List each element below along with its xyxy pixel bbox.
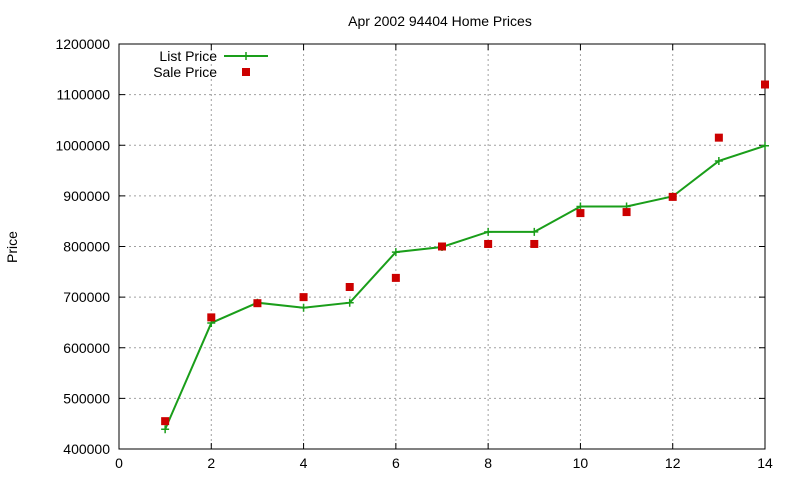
list-price-point bbox=[161, 425, 170, 434]
chart-title: Apr 2002 94404 Home Prices bbox=[348, 13, 532, 29]
legend-label: List Price bbox=[159, 48, 217, 64]
sale-price-point bbox=[761, 80, 769, 89]
sale-price-point bbox=[299, 293, 308, 302]
list-price-point bbox=[345, 298, 354, 307]
y-tick-label: 800000 bbox=[63, 239, 110, 255]
x-tick-label: 6 bbox=[392, 455, 400, 471]
y-tick-label: 1000000 bbox=[55, 137, 110, 153]
list-price-point bbox=[484, 227, 493, 236]
x-tick-label: 2 bbox=[207, 455, 215, 471]
list-price-point bbox=[530, 227, 539, 236]
list-price-point bbox=[299, 303, 308, 312]
legend-label: Sale Price bbox=[153, 64, 217, 80]
sale-price-point bbox=[345, 283, 354, 291]
list-price-point bbox=[714, 156, 723, 165]
sale-price-point bbox=[438, 242, 446, 251]
series-sale-price bbox=[161, 80, 769, 426]
y-tick-label: 700000 bbox=[63, 289, 110, 305]
x-tick-label: 14 bbox=[757, 455, 773, 471]
y-tick-label: 1200000 bbox=[55, 36, 110, 52]
y-tick-label: 500000 bbox=[63, 390, 110, 406]
y-tick-label: 1100000 bbox=[57, 87, 111, 103]
axes: 0 2 4 6 8 10 12 14 400000 500000 600000 700000 80000… bbox=[55, 36, 773, 471]
x-tick-label: 10 bbox=[573, 455, 589, 471]
sale-price-point bbox=[484, 239, 493, 248]
list-price-line bbox=[164, 144, 766, 430]
list-price-point bbox=[761, 141, 769, 150]
x-tick-label: 4 bbox=[300, 455, 308, 471]
legend-marker-square bbox=[242, 68, 250, 76]
sale-price-point bbox=[207, 313, 216, 322]
sale-price-point bbox=[668, 192, 677, 201]
x-tick-label: 12 bbox=[665, 455, 681, 471]
plot-area bbox=[161, 80, 769, 434]
y-tick-label: 400000 bbox=[63, 441, 110, 457]
y-tick-label: 900000 bbox=[63, 188, 110, 204]
sale-price-point bbox=[530, 239, 539, 248]
sale-price-point bbox=[391, 273, 400, 282]
sale-price-point bbox=[161, 417, 170, 426]
sale-price-point bbox=[714, 133, 723, 142]
sale-price-point bbox=[576, 209, 585, 218]
y-tick-label: 600000 bbox=[63, 340, 110, 356]
x-tick-label: 0 bbox=[115, 455, 123, 471]
y-axis-label: Price bbox=[4, 231, 20, 263]
sale-price-point bbox=[253, 299, 262, 308]
legend-marker-plus bbox=[242, 52, 250, 60]
x-tick-label: 8 bbox=[484, 455, 492, 471]
list-price-point bbox=[391, 248, 400, 257]
sale-price-point bbox=[622, 208, 631, 217]
